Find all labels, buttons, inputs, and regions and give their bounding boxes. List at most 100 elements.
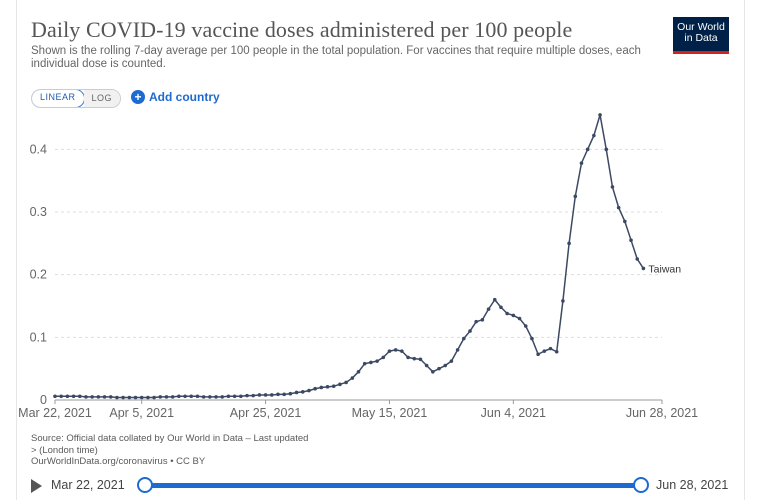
x-tick-label: May 15, 2021 xyxy=(352,406,428,420)
timeline-start-label: Mar 22, 2021 xyxy=(51,478,125,492)
axis-layer: 0 0.1 0.2 0.3 0.4 Mar 22, 2021 Apr 5, 2021 Apr … xyxy=(18,142,698,420)
x-tick-label: Jun 28, 2021 xyxy=(626,406,698,420)
data-point xyxy=(604,147,609,152)
chart-frame xyxy=(16,0,745,500)
data-point xyxy=(592,133,596,138)
data-point xyxy=(183,394,187,399)
y-tick-label: 0.4 xyxy=(30,142,47,156)
data-point xyxy=(251,393,256,398)
x-tick-label: Apr 25, 2021 xyxy=(230,406,302,420)
x-tick-label: Jun 4, 2021 xyxy=(481,406,546,420)
data-point xyxy=(455,348,460,352)
data-point xyxy=(53,394,57,399)
data-point xyxy=(294,390,299,395)
data-point xyxy=(195,394,200,399)
data-point xyxy=(641,266,646,271)
data-point xyxy=(412,356,417,361)
data-point xyxy=(579,161,584,165)
data-point xyxy=(300,390,305,394)
data-point xyxy=(387,349,392,353)
data-point xyxy=(239,394,243,399)
data-point xyxy=(443,363,448,368)
owid-logo[interactable]: Our World in Data xyxy=(673,17,729,54)
y-tick-label: 0.1 xyxy=(30,330,47,344)
data-point xyxy=(90,395,94,399)
data-point xyxy=(139,395,144,400)
data-point xyxy=(629,238,633,242)
data-point xyxy=(214,395,218,399)
source-note: Source: Official data collated by Our Wo… xyxy=(31,433,371,468)
series-label: Taiwan xyxy=(648,263,681,275)
data-point xyxy=(573,194,578,199)
data-point xyxy=(530,336,534,341)
data-point xyxy=(338,382,342,387)
timeline-end-handle[interactable] xyxy=(633,477,649,493)
y-tick-label: 0 xyxy=(40,393,47,407)
data-point xyxy=(344,380,348,385)
data-point xyxy=(505,311,509,316)
data-point xyxy=(177,394,181,399)
data-point xyxy=(108,395,113,399)
data-point xyxy=(381,355,386,360)
data-point xyxy=(461,336,466,341)
timeline-start-handle[interactable] xyxy=(137,477,153,493)
data-point xyxy=(561,299,565,303)
data-point xyxy=(220,395,225,399)
data-point xyxy=(623,219,627,224)
data-point xyxy=(536,352,540,357)
data-point xyxy=(245,393,249,398)
x-tick-label: Mar 22, 2021 xyxy=(18,406,92,420)
data-point xyxy=(208,395,212,399)
data-point xyxy=(418,357,423,362)
data-point xyxy=(269,393,274,397)
chart-subtitle: Shown is the rolling 7-day average per 1… xyxy=(31,45,641,70)
source-line2: > (London time) xyxy=(31,444,98,456)
data-point xyxy=(523,324,528,328)
source-line3: OurWorldInData.org/coronavirus • CC BY xyxy=(31,456,206,467)
data-point xyxy=(263,393,268,397)
data-point xyxy=(127,395,132,400)
logo-line2: in Data xyxy=(684,32,718,44)
data-point xyxy=(437,366,441,371)
data-point xyxy=(517,316,522,321)
series-layer: Taiwan xyxy=(53,113,681,400)
data-point xyxy=(152,395,156,400)
data-point xyxy=(474,319,478,324)
data-point xyxy=(319,385,324,390)
data-point xyxy=(393,348,398,352)
data-point xyxy=(486,307,491,311)
data-point xyxy=(102,395,107,399)
data-point xyxy=(325,385,330,389)
data-point xyxy=(77,394,82,399)
y-tick-label: 0.2 xyxy=(30,268,47,282)
timeline-track[interactable] xyxy=(143,483,640,488)
source-line1: Source: Official data collated by Our Wo… xyxy=(31,433,309,444)
data-point xyxy=(567,241,571,246)
data-point xyxy=(96,395,101,399)
data-point xyxy=(350,376,355,380)
data-point xyxy=(59,394,63,399)
logo-line1: Our World xyxy=(677,21,725,33)
data-point xyxy=(170,395,175,399)
data-point xyxy=(542,349,547,353)
log-scale-button[interactable]: LOG xyxy=(83,90,121,107)
data-point xyxy=(598,113,602,117)
data-point xyxy=(201,395,206,399)
timeline-end-label: Jun 28, 2021 xyxy=(656,478,729,492)
data-point xyxy=(431,370,435,374)
y-tick-label: 0.3 xyxy=(30,205,47,219)
data-point xyxy=(468,329,472,333)
data-point xyxy=(554,349,559,354)
data-point xyxy=(307,388,311,393)
grid-layer xyxy=(55,148,662,338)
add-country-label: Add country xyxy=(149,90,220,104)
data-point xyxy=(480,317,485,322)
play-icon[interactable] xyxy=(31,479,42,493)
add-country-button[interactable]: + Add country xyxy=(131,90,220,104)
data-point xyxy=(232,394,237,399)
data-point xyxy=(375,359,379,363)
data-point xyxy=(548,346,553,351)
data-point xyxy=(226,394,231,399)
data-point xyxy=(71,394,76,399)
